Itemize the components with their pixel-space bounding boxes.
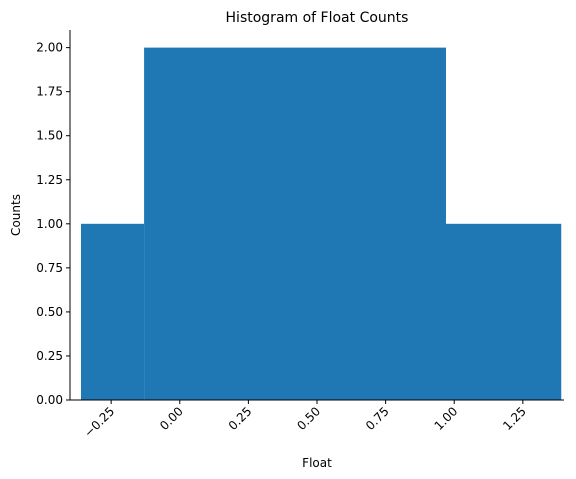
x-axis-label: Float bbox=[302, 456, 332, 470]
y-tick-label-8: 2.00 bbox=[36, 41, 63, 55]
histogram-bar-0 bbox=[80, 223, 145, 400]
y-tick-label-0: 0.00 bbox=[36, 393, 63, 407]
x-ticks-group: −0.25 0.00 0.25 0.50 0.75 1.00 1.25 bbox=[81, 400, 529, 440]
y-tick-label-2: 0.50 bbox=[36, 305, 63, 319]
x-tick-label-6: 1.25 bbox=[500, 404, 529, 433]
x-tick-label-5: 1.00 bbox=[432, 404, 461, 433]
x-tick-label-4: 0.75 bbox=[363, 404, 392, 433]
bars-group bbox=[80, 47, 562, 400]
x-tick-label-1: 0.00 bbox=[157, 404, 186, 433]
x-tick-label-3: 0.50 bbox=[294, 404, 323, 433]
histogram-bar-2 bbox=[445, 223, 562, 400]
y-tick-label-4: 1.00 bbox=[36, 217, 63, 231]
y-tick-label-1: 0.25 bbox=[36, 349, 63, 363]
y-tick-label-3: 0.75 bbox=[36, 261, 63, 275]
y-tick-label-6: 1.50 bbox=[36, 129, 63, 143]
histogram-bar-1 bbox=[144, 47, 446, 400]
y-axis-label: Counts bbox=[9, 194, 23, 236]
x-tick-label-0: −0.25 bbox=[81, 404, 117, 440]
y-tick-label-5: 1.25 bbox=[36, 173, 63, 187]
y-tick-label-7: 1.75 bbox=[36, 85, 63, 99]
chart-title: Histogram of Float Counts bbox=[226, 10, 409, 26]
x-tick-label-2: 0.25 bbox=[226, 404, 255, 433]
y-ticks-group: 0.00 0.25 0.50 0.75 1.00 1.25 1.50 1.75 2.00 bbox=[36, 41, 70, 407]
